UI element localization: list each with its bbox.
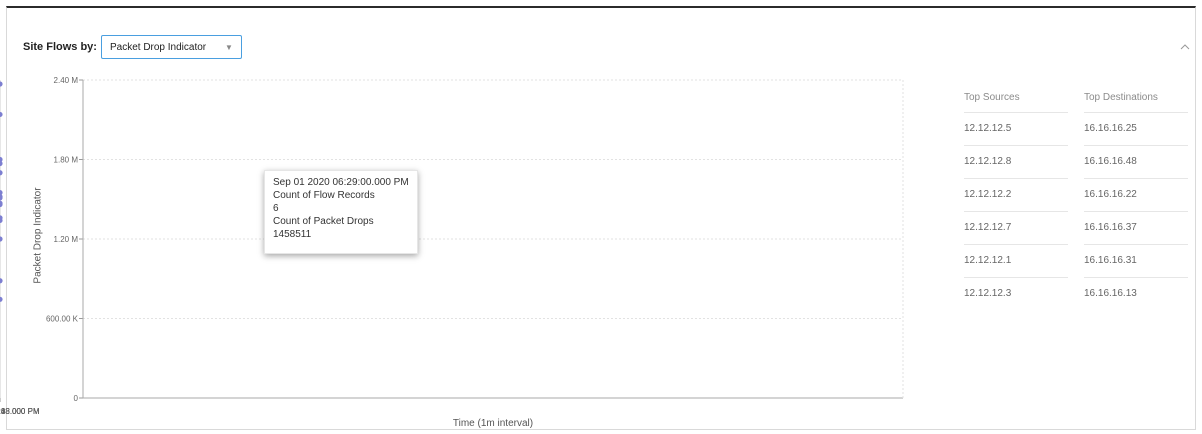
- data-point: [0, 156, 3, 163]
- chevron-up-icon[interactable]: [1178, 40, 1192, 54]
- panel-frame: [6, 6, 1196, 430]
- data-point: [0, 194, 3, 200]
- metric-dropdown[interactable]: Packet Drop Indicator ▼: [100, 35, 242, 59]
- y-tick-label: 0: [74, 394, 79, 403]
- data-point: [0, 215, 3, 221]
- y-axis-label: Packet Drop Indicator: [32, 187, 44, 284]
- data-point: [0, 81, 3, 87]
- series-points: [0, 81, 3, 302]
- x-tick-labels: 09-01 6:25:48.000 PM09-01 6:29:33.000 PM…: [0, 407, 40, 416]
- top-sources-column: Top Sources 12.12.12.5 12.12.12.8 12.12.…: [964, 92, 1068, 310]
- x-axis-label: Time (1m interval): [453, 418, 533, 429]
- top-destination-item[interactable]: 16.16.16.13: [1084, 277, 1188, 310]
- chart-axes: [82, 80, 904, 399]
- top-destination-item[interactable]: 16.16.16.25: [1084, 112, 1188, 145]
- chart-tooltip: Sep 01 2020 06:29:00.000 PM Count of Flo…: [264, 170, 418, 254]
- x-tick-label: 09-01 6:40:48.000 PM: [0, 407, 40, 416]
- data-point: [0, 111, 3, 118]
- tooltip-label-packet-drops: Count of Packet Drops: [273, 216, 374, 227]
- top-source-item[interactable]: 12.12.12.1: [964, 244, 1068, 277]
- toolbar: Site Flows by: Packet Drop Indicator ▼: [23, 34, 242, 60]
- x-tick-label: 09-01 6:25:48.000 PM: [0, 407, 40, 416]
- top-destination-item[interactable]: 16.16.16.31: [1084, 244, 1188, 277]
- y-tick-labels: 0 600.00 K 1.20 M 1.80 M 2.40 M: [46, 76, 79, 403]
- x-tick-label: 09-01 6:33:18.000 PM: [0, 407, 40, 416]
- caret-down-icon: ▼: [225, 42, 233, 52]
- y-tick-label: 1.20 M: [54, 235, 79, 244]
- top-source-item[interactable]: 12.12.12.7: [964, 211, 1068, 244]
- data-point: [0, 296, 3, 302]
- tooltip-timestamp: Sep 01 2020 06:29:00.000 PM: [273, 177, 409, 188]
- y-axis-label-wrap: Packet Drop Indicator: [28, 187, 48, 400]
- data-point: [0, 160, 3, 167]
- y-tick-label: 1.80 M: [54, 156, 79, 165]
- chart-grid: [0, 79, 903, 402]
- top-destination-item[interactable]: 16.16.16.22: [1084, 178, 1188, 211]
- tooltip-value-flow-records: 6: [273, 203, 279, 214]
- top-destination-item[interactable]: 16.16.16.37: [1084, 211, 1188, 244]
- metric-dropdown-value: Packet Drop Indicator: [109, 41, 207, 53]
- top-sources-header: Top Sources: [964, 92, 1020, 103]
- tooltip-label-flow-records: Count of Flow Records: [273, 190, 375, 201]
- top-source-item[interactable]: 12.12.12.8: [964, 145, 1068, 178]
- y-tick-label: 600.00 K: [46, 315, 79, 324]
- top-destinations-column: Top Destinations 16.16.16.25 16.16.16.48…: [1084, 92, 1188, 310]
- site-flows-label: Site Flows by:: [23, 41, 97, 53]
- x-tick-label: 09-01 6:29:33.000 PM: [0, 407, 40, 416]
- top-destination-item[interactable]: 16.16.16.48: [1084, 145, 1188, 178]
- data-point: [0, 170, 3, 176]
- data-point: [0, 236, 3, 242]
- top-source-item[interactable]: 12.12.12.2: [964, 178, 1068, 211]
- x-tick-label: 09-01 6:37:03.000 PM: [0, 407, 40, 416]
- data-point: [0, 190, 3, 196]
- top-source-item[interactable]: 12.12.12.5: [964, 112, 1068, 145]
- tooltip-value-packet-drops: 1458511: [273, 229, 312, 240]
- top-destinations-header: Top Destinations: [1084, 92, 1158, 103]
- data-point: [0, 278, 3, 284]
- y-tick-label: 2.40 M: [54, 76, 79, 85]
- top-source-item[interactable]: 12.12.12.3: [964, 277, 1068, 310]
- data-point: [0, 200, 3, 206]
